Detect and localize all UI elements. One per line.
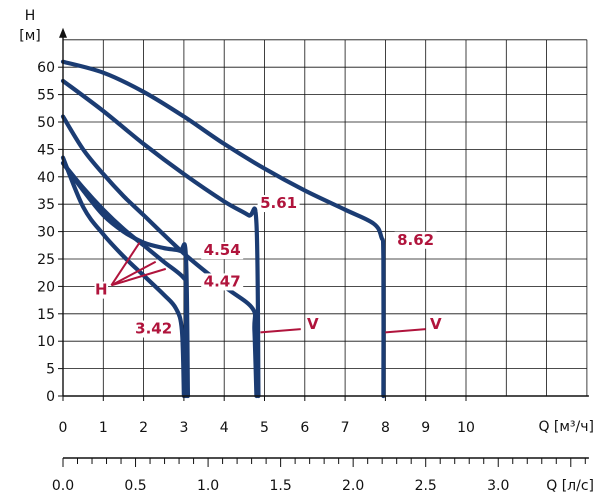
y-tick-label: 35 (37, 197, 55, 213)
pointer-line (260, 328, 301, 334)
y-axis-title: H (25, 8, 36, 24)
y-tick-label: 10 (37, 334, 55, 350)
x-tick-label: 8 (381, 420, 390, 436)
x2-tick-label: 2.0 (342, 478, 364, 494)
x2-tick-label: 0.0 (52, 478, 74, 494)
annotation-label: 4.47 (204, 272, 241, 290)
y-tick-label: 30 (37, 225, 55, 241)
pointer-line (110, 242, 141, 286)
x-tick-label: 5 (260, 420, 269, 436)
annotation-bg (201, 242, 244, 260)
y-tick-label: 50 (37, 115, 55, 131)
x2-tick-label: 3.0 (487, 478, 509, 494)
annotation-bg (306, 316, 320, 334)
x2-tick-label: 1.0 (197, 478, 219, 494)
pump-curve (60, 114, 259, 399)
y-tick-label: 25 (37, 252, 55, 268)
annotation-bg (394, 231, 437, 249)
y-tick-label: 5 (46, 362, 55, 378)
pointer-line (110, 260, 157, 287)
pump-curve (60, 59, 386, 399)
pointers (110, 242, 426, 334)
x-tick-label: 3 (179, 420, 188, 436)
x2-axis-label: Q [л/с] (546, 478, 594, 494)
y-tick-label: 45 (37, 142, 55, 158)
x-tick-label: 10 (457, 420, 475, 436)
annotation-label: H (95, 281, 108, 299)
annotation-label: 5.61 (260, 194, 297, 212)
pointer-line (385, 328, 426, 334)
x2-tick-label: 2.5 (415, 478, 437, 494)
x-tick-label: 6 (300, 420, 309, 436)
annotation-bg (94, 281, 109, 299)
annotation-label: V (307, 315, 319, 333)
y-tick-label: 15 (37, 307, 55, 323)
y-tick-label: 55 (37, 88, 55, 104)
y-tick-label: 20 (37, 279, 55, 295)
annotation-label: 8.62 (397, 231, 434, 249)
annotation-bg (429, 316, 443, 334)
x-tick-label: 9 (421, 420, 430, 436)
annotation-bg (132, 320, 175, 338)
grid (63, 39, 588, 396)
x2-tick-label: 1.5 (269, 478, 291, 494)
x-tick-label: 1 (99, 420, 108, 436)
pointer-line (111, 267, 167, 287)
x-axis-label: Q [м³/ч] (538, 419, 594, 435)
annotation-label: V (430, 315, 442, 333)
y-tick-label: 40 (37, 170, 55, 186)
annotation-label: 4.54 (204, 241, 241, 259)
x-tick-label: 0 (59, 420, 68, 436)
y-axis-unit: [м] (19, 28, 41, 44)
x-tick-label: 2 (139, 420, 148, 436)
annotation-bg (257, 195, 300, 213)
annotation-bg (201, 273, 244, 291)
x-tick-label: 7 (341, 420, 350, 436)
curves (60, 59, 386, 399)
x-tick-label: 4 (220, 420, 229, 436)
pump-curve (60, 78, 261, 399)
y-tick-label: 60 (37, 60, 55, 76)
y-tick-label: 0 (46, 389, 55, 405)
annotations: 5.61 8.62 4.54 4.47 3.42 H V V (94, 194, 443, 338)
y-axis-arrow (59, 27, 67, 38)
x2-tick-label: 0.5 (124, 478, 146, 494)
annotation-label: 3.42 (135, 320, 172, 338)
